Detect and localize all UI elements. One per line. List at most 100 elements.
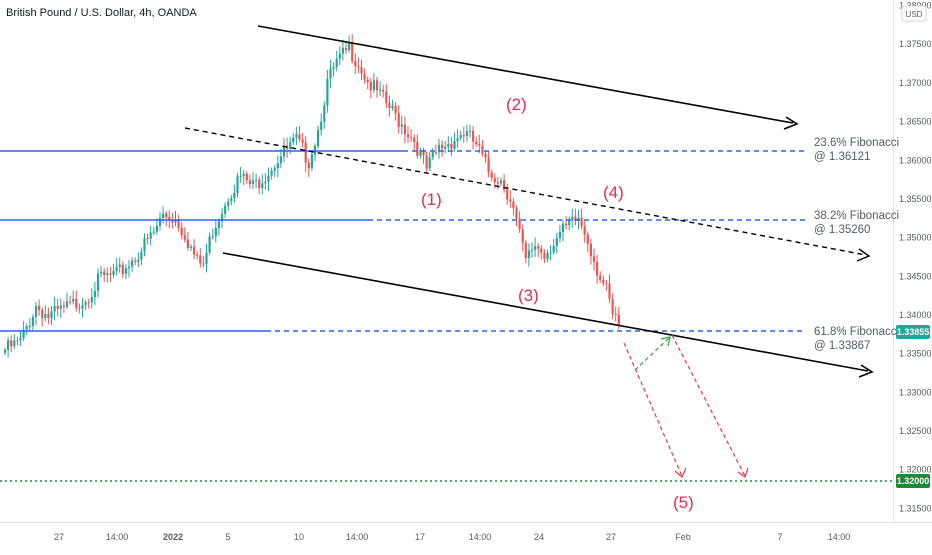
elliott-wave-labels: (1) (2) (3) (4) (5): [421, 95, 694, 512]
candle-bull: [431, 152, 434, 158]
candle-bull: [211, 236, 214, 238]
candle-bull: [53, 305, 56, 312]
price-tick-label: 1.32500: [899, 426, 932, 436]
candle-bear: [596, 262, 599, 276]
candle-bear: [521, 229, 524, 243]
candle-bull: [465, 131, 468, 136]
candle-bull: [571, 216, 574, 221]
candle-bear: [385, 91, 388, 103]
candle-bear: [403, 124, 406, 135]
currency-label: USD: [906, 10, 923, 19]
channel-upper-arrowhead: [783, 116, 799, 130]
price-tick-label: 1.32000: [899, 465, 932, 475]
time-tick-label: 14:00: [106, 532, 129, 542]
time-tick-label: 7: [777, 532, 782, 542]
fib-618-label-line1: 61.8% Fibonacci: [814, 326, 899, 338]
candle-bull: [149, 232, 152, 239]
candle-bull: [546, 253, 549, 259]
candle-bear: [397, 113, 400, 127]
candle-bull: [558, 232, 561, 239]
time-axis: 27 14:00 2022 5 10 14:00 17 14:00 24 27 Feb 7 14:00: [54, 532, 850, 542]
time-tick-label: 10: [294, 532, 304, 542]
candle-bull: [329, 68, 332, 79]
candle-bull: [317, 129, 320, 146]
candle-bear: [602, 280, 605, 284]
candle-bull: [242, 173, 245, 176]
candle-bear: [199, 255, 202, 264]
candle-bear: [611, 298, 614, 314]
candle-bear: [413, 137, 416, 143]
candle-bear: [493, 177, 496, 183]
projection-green-arrowhead: [660, 336, 671, 347]
wave-5-projection: [623, 334, 749, 478]
candle-bull: [233, 192, 236, 199]
candle-bear: [608, 283, 611, 299]
candle-bull: [499, 180, 503, 184]
candle-bull: [162, 213, 165, 218]
candle-bear: [165, 213, 168, 217]
channel-upper-line: [257, 25, 794, 124]
candle-bear: [565, 223, 568, 226]
candle-bull: [84, 302, 87, 306]
currency-label-box[interactable]: [901, 5, 927, 22]
candle-bull: [335, 58, 338, 68]
current-price-badge: [896, 325, 930, 339]
time-tick-label: 2022: [163, 532, 183, 542]
candle-bear: [168, 217, 171, 221]
candle-bull: [205, 252, 208, 264]
candle-bear: [537, 246, 540, 249]
candle-bear: [196, 254, 199, 256]
candle-bull: [310, 154, 313, 169]
projection-red-arrow-right: [671, 334, 746, 477]
candle-bear: [369, 82, 372, 91]
candle-bear: [540, 248, 543, 253]
candle-bear: [41, 309, 44, 319]
candle-bear: [186, 239, 189, 248]
candle-bull: [230, 198, 233, 202]
channel-lower-arrowhead: [858, 364, 874, 378]
candle-bull: [279, 156, 282, 164]
candle-bear: [301, 139, 304, 143]
price-tick-label: 1.34000: [899, 310, 932, 320]
candle-bear: [109, 273, 112, 275]
candle-bull: [568, 220, 571, 226]
candle-bull: [3, 349, 7, 353]
candle-bear: [416, 142, 419, 156]
candle-bull: [208, 236, 211, 253]
candle-bull: [527, 250, 530, 259]
candle-bull: [276, 163, 279, 169]
candle-bull: [456, 138, 459, 142]
candle-bear: [406, 134, 410, 137]
candle-bull: [118, 264, 121, 268]
candle-bull: [555, 238, 558, 246]
descending-channel: [184, 25, 874, 378]
candle-bear: [78, 307, 81, 309]
candle-bull: [127, 266, 131, 269]
price-tick-label: 1.37500: [899, 39, 932, 49]
candle-bull: [273, 168, 276, 171]
time-tick-label: 17: [415, 532, 425, 542]
time-tick-label: 27: [54, 532, 64, 542]
candle-bull: [59, 305, 62, 309]
candle-bear: [56, 305, 59, 309]
candle-bear: [87, 302, 90, 304]
candle-bull: [428, 157, 431, 169]
candle-bull: [90, 297, 93, 303]
candle-bull: [391, 105, 394, 108]
time-tick-label: 5: [225, 532, 230, 542]
candle-bull: [44, 313, 47, 319]
price-tick-label: 1.31500: [899, 503, 932, 513]
candle-bull: [338, 53, 341, 59]
projection-red-arrowhead-right: [737, 467, 749, 478]
candle-bear: [298, 134, 301, 140]
candle-bear: [304, 142, 307, 163]
candle-bear: [422, 150, 425, 156]
candle-bull: [137, 259, 140, 262]
time-tick-label: 24: [534, 532, 544, 542]
fib-382-label-line1: 38.2% Fibonacci: [814, 210, 899, 222]
candle-bull: [13, 340, 16, 347]
candle-bear: [47, 313, 50, 319]
wave-3-label: (3): [518, 286, 539, 305]
candle-bull: [332, 67, 335, 69]
time-tick-label: Feb: [675, 532, 691, 542]
